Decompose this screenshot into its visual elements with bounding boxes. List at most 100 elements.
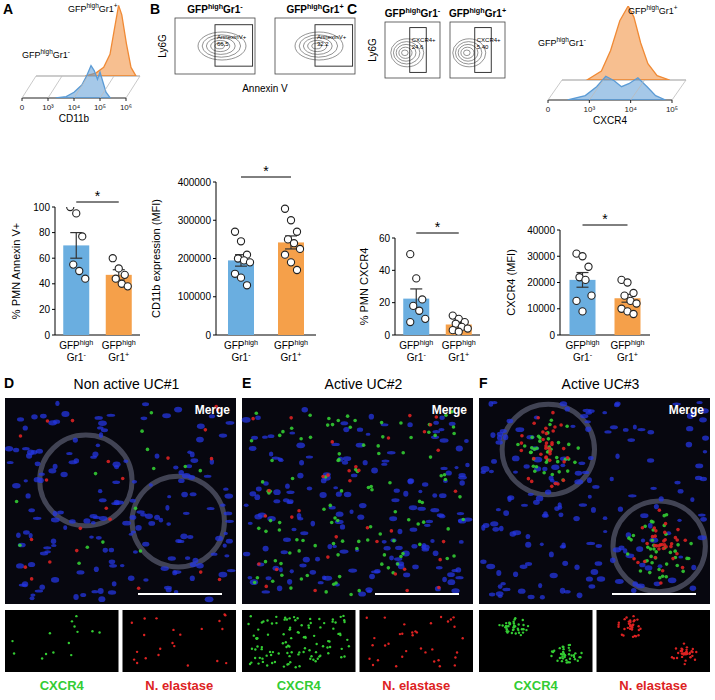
tick-label: 300000 <box>178 215 212 226</box>
nucleus <box>19 583 27 586</box>
nucleus <box>387 451 396 454</box>
text-span: high <box>122 338 136 347</box>
data-point <box>73 210 80 217</box>
elastase-signal <box>661 569 665 573</box>
nucleus <box>66 452 72 455</box>
nucleus <box>637 428 645 431</box>
tick-guide <box>126 76 140 98</box>
nucleus <box>99 516 107 521</box>
elastase-signal <box>157 654 159 656</box>
elastase-signal <box>173 645 175 647</box>
elastase-signal <box>30 538 34 542</box>
data-point <box>290 240 297 247</box>
text-span: Gr1 <box>99 4 114 14</box>
elastase-signal <box>674 536 678 540</box>
nucleus <box>73 438 78 443</box>
nucleus <box>178 470 184 475</box>
elastase-signal <box>456 651 458 653</box>
elastase-signal <box>632 620 634 622</box>
panel-letter: B <box>150 1 160 17</box>
elastase-signal <box>257 562 261 566</box>
text-span: Gr1 <box>67 352 84 363</box>
tick-mark <box>52 283 55 284</box>
nucleus <box>459 540 464 544</box>
cxcr4-signal <box>561 478 565 482</box>
cxcr4-signal <box>309 436 313 440</box>
elastase-signal <box>403 623 405 625</box>
nucleus <box>591 569 599 575</box>
axis-label: Ly6G <box>367 38 378 62</box>
cxcr4-signal <box>75 615 77 617</box>
cxcr4-signal <box>340 656 342 658</box>
nucleus <box>190 562 197 567</box>
significance-label: * <box>602 211 608 227</box>
tick-mark <box>392 335 395 336</box>
nucleus <box>702 436 709 441</box>
text-span: high <box>244 338 258 347</box>
data-point <box>573 297 580 304</box>
nucleus <box>551 464 559 470</box>
elastase-signal <box>527 477 531 481</box>
nucleus <box>103 548 108 553</box>
elastase-signal <box>375 540 379 544</box>
tick-mark <box>213 258 216 259</box>
tick-mark <box>392 238 395 239</box>
tick-mark <box>672 100 673 103</box>
cxcr4-signal <box>270 654 272 656</box>
text-span: - <box>590 350 593 359</box>
gate <box>475 28 492 73</box>
cxcr4-signal <box>312 659 314 661</box>
nucleus <box>610 558 616 564</box>
cxcr4-signal <box>532 464 536 468</box>
nucleus <box>647 458 654 462</box>
nucleus <box>35 589 43 592</box>
micrograph: Active UC#3MergeCXCR4N. elastase <box>479 376 710 693</box>
nucleus <box>178 478 185 483</box>
nucleus <box>318 581 324 584</box>
cxcr4-signal <box>152 467 156 471</box>
elastase-signal <box>297 509 301 513</box>
cxcr4-signal <box>689 542 693 546</box>
gate <box>215 25 253 66</box>
cxcr4-signal <box>452 554 456 558</box>
cxcr4-signal <box>296 617 298 619</box>
cxcr4-signal <box>265 654 267 656</box>
cxcr4-signal <box>94 472 98 476</box>
cxcr4-signal <box>527 625 529 627</box>
tick-label: 10⁶ <box>120 103 132 112</box>
tick-guide <box>48 76 62 98</box>
cxcr4-signal <box>525 629 527 631</box>
cxcr4-signal <box>332 582 336 586</box>
elastase-signal <box>562 460 566 464</box>
cxcr4-signal <box>685 557 689 561</box>
tick-label: 0 <box>44 330 50 341</box>
nucleus <box>336 511 344 516</box>
bar <box>106 275 132 335</box>
cxcr4-signal <box>298 631 300 633</box>
cxcr4-signal <box>559 647 561 649</box>
cxcr4-signal <box>336 459 340 463</box>
nucleus <box>490 521 498 526</box>
nucleus <box>636 584 645 589</box>
nucleus <box>99 432 103 438</box>
nucleus <box>281 550 288 554</box>
elastase-signal <box>675 647 677 649</box>
elastase-signal <box>663 538 667 542</box>
elastase-signal <box>544 455 548 459</box>
elastase-signal <box>131 622 133 624</box>
nucleus <box>659 496 664 501</box>
elastase-signal <box>681 566 685 570</box>
cxcr4-signal <box>13 652 15 654</box>
cxcr4-signal <box>327 652 329 654</box>
plot-marks <box>63 207 132 335</box>
nucleus <box>486 564 495 569</box>
elastase-signal <box>617 626 619 628</box>
category-label: Gr1- <box>231 350 251 363</box>
elastase-signal <box>681 652 683 654</box>
cxcr4-signal <box>340 489 344 493</box>
nucleus <box>279 567 283 572</box>
tick-guide <box>631 80 645 100</box>
cxcr4-signal <box>323 622 325 624</box>
nucleus <box>107 414 116 417</box>
cxcr4-signal <box>507 630 509 632</box>
